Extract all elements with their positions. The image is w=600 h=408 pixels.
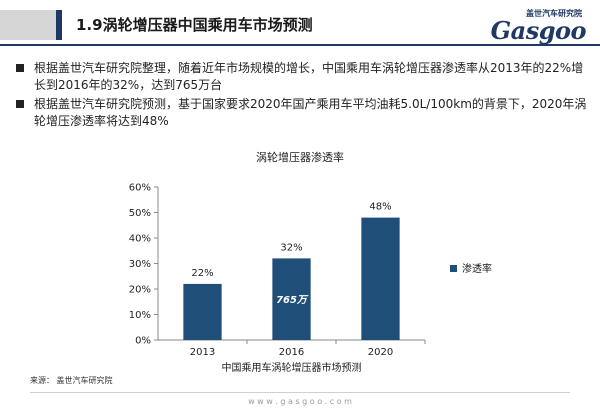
bar-2013	[183, 283, 222, 340]
y-tick-label: 40%	[129, 234, 151, 245]
title-divider	[0, 44, 600, 46]
data-label-2020: 48%	[369, 202, 391, 213]
title-accent-strip	[56, 10, 62, 40]
y-tick-label: 0%	[135, 336, 151, 347]
square-bullet-icon	[16, 64, 24, 72]
penetration-bar-chart: 涡轮增压器渗透率 0% 10% 20% 30% 40% 50% 60% 22% 2013 32% 20…	[129, 150, 492, 374]
header-bar: 1.9涡轮增压器中国乘用车市场预测 盖世汽车研究院 Gasgoo	[0, 0, 600, 46]
footer-divider	[30, 392, 570, 393]
y-tick-label: 30%	[129, 259, 151, 270]
chart-title: 涡轮增压器渗透率	[256, 150, 344, 164]
footer-url: w w w . g a s g o o . c o m	[248, 397, 352, 406]
data-label-2013: 22%	[191, 268, 213, 279]
legend-swatch	[450, 265, 457, 272]
bullet-item: 根据盖世汽车研究院整理，随着近年市场规模的增长，中国乘用车涡轮增压器渗透率从20…	[14, 60, 594, 94]
x-tick-label-2020: 2020	[368, 347, 393, 358]
data-label-2016: 32%	[280, 242, 302, 253]
x-tick-label-2013: 2013	[190, 347, 215, 358]
x-axis-label: 中国乘用车涡轮增压器市场预测	[222, 361, 362, 374]
legend-label: 渗透率	[462, 262, 492, 275]
bar-2020	[361, 217, 400, 340]
y-tick-label: 20%	[129, 285, 151, 296]
x-tick-label-2016: 2016	[279, 347, 304, 358]
bullet-list: 根据盖世汽车研究院整理，随着近年市场规模的增长，中国乘用车涡轮增压器渗透率从20…	[14, 60, 594, 132]
bar-annotation-2016: 765万	[276, 295, 309, 306]
bullet-item: 根据盖世汽车研究院预测，基于国家要求2020年国产乘用车平均油耗5.0L/100…	[14, 96, 594, 130]
square-bullet-icon	[16, 100, 24, 108]
bar-2016	[272, 258, 311, 340]
source-note: 来源： 盖世汽车研究院	[30, 376, 113, 385]
logo-wordmark: Gasgoo	[490, 16, 587, 45]
logo-subtitle: 盖世汽车研究院	[526, 9, 582, 18]
y-tick-label: 10%	[129, 310, 151, 321]
gasgoo-logo: 盖世汽车研究院 Gasgoo	[476, 8, 587, 45]
page-title: 1.9涡轮增压器中国乘用车市场预测	[76, 16, 313, 34]
y-tick-label: 50%	[129, 208, 151, 219]
title-accent	[0, 10, 56, 40]
bullet-text: 根据盖世汽车研究院预测，基于国家要求2020年国产乘用车平均油耗5.0L/100…	[34, 97, 587, 128]
bullet-text: 根据盖世汽车研究院整理，随着近年市场规模的增长，中国乘用车涡轮增压器渗透率从20…	[34, 61, 584, 92]
y-tick-label: 60%	[129, 183, 151, 194]
